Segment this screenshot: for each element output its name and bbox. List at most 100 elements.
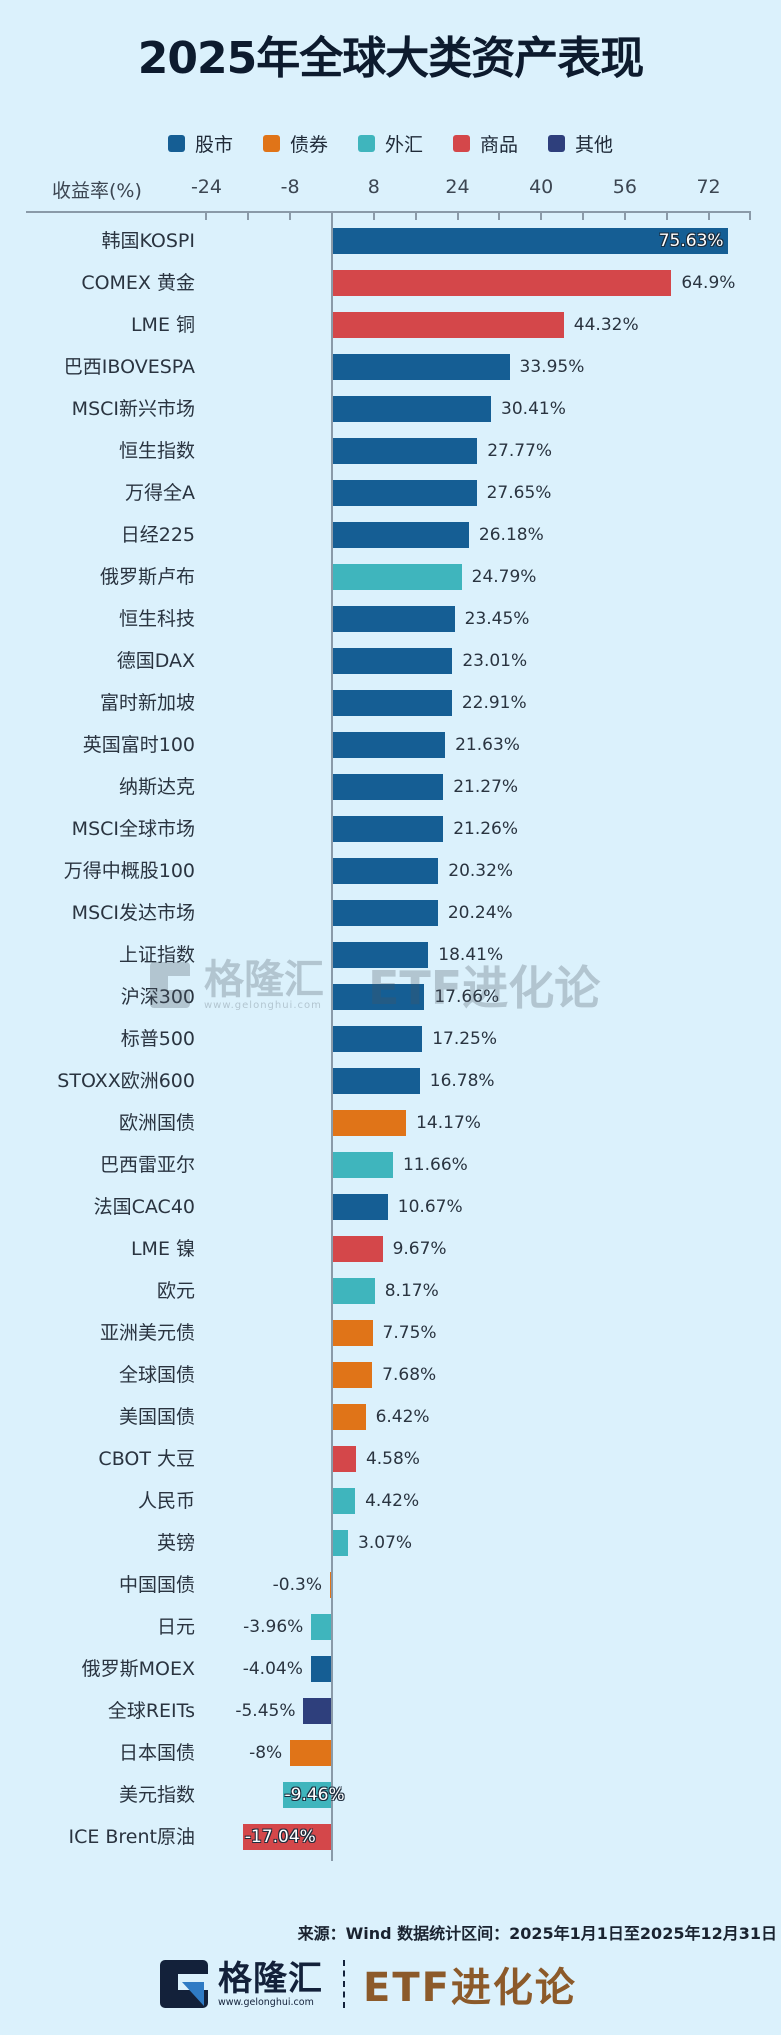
bar-row: 上证指数 18.41%	[0, 934, 781, 976]
bar-row: 亚洲美元债 7.75%	[0, 1312, 781, 1354]
category-label: 标普500	[120, 1028, 195, 1050]
bar-row: 巴西雷亚尔 11.66%	[0, 1144, 781, 1186]
category-label: 日元	[156, 1616, 195, 1638]
category-label: 人民币	[137, 1490, 195, 1512]
bar-row: 全球国债 7.68%	[0, 1354, 781, 1396]
legend-swatch-bonds-icon	[262, 134, 280, 152]
footer-etf-name: ETF进化论	[363, 1965, 577, 2011]
value-label: 27.77%	[487, 441, 553, 461]
value-label: -3.96%	[243, 1617, 304, 1637]
bar	[332, 900, 438, 926]
bar	[332, 732, 446, 758]
bar	[332, 396, 492, 422]
value-label: 26.18%	[478, 525, 544, 545]
bar-row: 俄罗斯卢布 24.79%	[0, 556, 781, 598]
bar	[332, 1488, 356, 1514]
value-label: 30.41%	[501, 399, 566, 419]
value-label: 21.26%	[453, 819, 519, 839]
footer-divider	[343, 1960, 345, 2008]
bar	[332, 1320, 373, 1346]
value-label: 18.41%	[438, 945, 504, 965]
bar-row: 日元 -3.96%	[0, 1606, 781, 1648]
legend-swatch-fx-icon	[357, 134, 375, 152]
zero-baseline	[331, 211, 333, 1861]
category-label: 巴西雷亚尔	[99, 1154, 195, 1176]
footer-url: www.gelonghui.com	[218, 1996, 314, 2008]
x-axis-tick	[372, 211, 375, 220]
x-axis-tick	[623, 211, 626, 220]
bar	[332, 270, 672, 296]
category-label: 英国富时100	[82, 734, 195, 756]
bar-row: 富时新加坡 22.91%	[0, 682, 781, 724]
category-label: 全球国债	[118, 1364, 195, 1386]
category-label: 日本国债	[118, 1742, 195, 1764]
bar	[332, 564, 462, 590]
bar	[332, 942, 429, 968]
category-label: 上证指数	[118, 944, 195, 966]
bar-row: 万得全A 27.65%	[0, 472, 781, 514]
legend-item-other: 其他	[548, 130, 613, 157]
bar-row: MSCI新兴市场 30.41%	[0, 388, 781, 430]
category-label: 富时新加坡	[99, 692, 195, 714]
legend-label: 股市	[194, 133, 233, 156]
bar-row: COMEX 黄金 64.9%	[0, 262, 781, 304]
bar	[311, 1614, 332, 1640]
category-label: 万得全A	[125, 482, 195, 504]
bar-row: 中国国债 -0.3%	[0, 1564, 781, 1606]
value-label: 23.45%	[464, 609, 530, 629]
chart-title: 2025年全球大类资产表现	[137, 33, 644, 84]
bar-row: 全球REITs -5.45%	[0, 1690, 781, 1732]
value-label: 20.32%	[448, 861, 514, 881]
legend-label: 商品	[480, 133, 519, 156]
value-label: 20.24%	[447, 903, 513, 923]
value-label: 14.17%	[416, 1113, 481, 1133]
category-label: 纳斯达克	[118, 776, 195, 798]
legend-swatch-other-icon	[548, 134, 566, 152]
value-label: 21.27%	[453, 777, 519, 797]
bar-row: 标普500 17.25%	[0, 1018, 781, 1060]
legend-item-commodities: 商品	[453, 130, 518, 157]
x-axis-tick	[414, 211, 417, 220]
category-label: 法国CAC40	[93, 1196, 195, 1218]
bar-row: 沪深300 17.66%	[0, 976, 781, 1018]
value-label: 17.25%	[432, 1029, 498, 1049]
category-label: 欧洲国债	[118, 1112, 195, 1134]
bar	[282, 1782, 332, 1808]
gelonghui-logo-icon	[160, 1960, 208, 2008]
bar-row: 英国富时100 21.63%	[0, 724, 781, 766]
value-label: 10.67%	[397, 1197, 463, 1217]
value-label: 9.67%	[392, 1239, 447, 1259]
bar	[332, 312, 564, 338]
value-label: 7.68%	[382, 1365, 437, 1385]
bar	[332, 1152, 393, 1178]
value-label: 24.79%	[471, 567, 537, 587]
legend-label: 债券	[289, 133, 328, 156]
value-label: 16.78%	[429, 1071, 495, 1091]
legend-item-fx: 外汇	[357, 130, 423, 157]
category-label: 全球REITs	[107, 1700, 195, 1722]
value-label: 22.91%	[461, 693, 527, 713]
legend-item-stocks: 股市	[167, 130, 233, 157]
value-label: 8.17%	[384, 1281, 439, 1301]
x-axis-tick-label: -24	[190, 176, 222, 198]
bar	[332, 1194, 388, 1220]
value-label: -4.04%	[242, 1659, 303, 1679]
value-label: 23.01%	[462, 651, 528, 671]
category-label: MSCI全球市场	[71, 818, 195, 840]
category-label: 万得中概股100	[63, 860, 195, 882]
bar-row: 美元指数 -9.46%	[0, 1774, 781, 1816]
bar-row: 俄罗斯MOEX -4.04%	[0, 1648, 781, 1690]
category-label: 美元指数	[118, 1784, 195, 1806]
bar	[332, 1278, 375, 1304]
source-note: 来源：Wind 数据统计区间：2025年1月1日至2025年12月31日	[297, 1924, 777, 1943]
x-axis-line	[26, 211, 751, 213]
x-axis-tick-label: 56	[612, 176, 637, 198]
x-axis-tick-label: -8	[280, 176, 300, 198]
category-label: 恒生指数	[118, 440, 195, 462]
value-label: 11.66%	[402, 1155, 468, 1175]
bar-row: MSCI全球市场 21.26%	[0, 808, 781, 850]
value-label: -17.04%	[244, 1827, 316, 1847]
category-label: LME 镍	[130, 1238, 195, 1260]
bar	[332, 984, 425, 1010]
x-axis-tick-label: 72	[696, 176, 721, 198]
